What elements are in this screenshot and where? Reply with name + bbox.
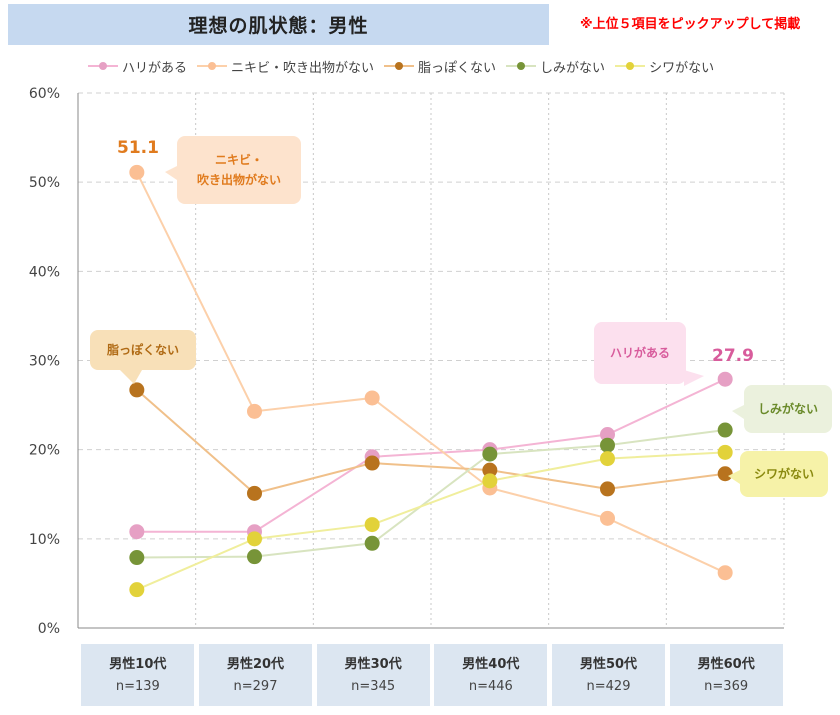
- series-line-2: [136, 389, 726, 495]
- legend-item: ニキビ・吹き出物がない: [197, 57, 374, 76]
- callout-label: しみがない: [732, 385, 832, 433]
- data-point-s1-1: [247, 403, 262, 419]
- sample-size: n=369: [704, 679, 749, 694]
- callout-pointer: [165, 166, 177, 180]
- chart-legend: ハリがある ニキビ・吹き出物がない 脂っぽくない しみがない シワがない: [88, 56, 714, 76]
- category-name: 男性30代: [344, 657, 402, 672]
- legend-marker-icon: [88, 62, 118, 70]
- data-point-s4-5: [717, 444, 733, 460]
- legend-marker-icon: [615, 62, 646, 70]
- data-point-s2-1: [247, 485, 262, 501]
- legend-dot-icon: [99, 62, 107, 70]
- callout-text: シワがない: [753, 466, 814, 481]
- callout-text: しみがない: [757, 401, 818, 416]
- legend-marker-icon: [197, 62, 228, 70]
- y-tick-label: 30%: [29, 354, 60, 370]
- y-tick-label: 0%: [38, 621, 60, 637]
- callout-text: ハリがある: [609, 345, 670, 360]
- category-label-box: 男性30代 n=345: [316, 644, 430, 706]
- legend-label: 脂っぽくない: [418, 60, 497, 76]
- legend-label: ハリがある: [122, 60, 188, 76]
- legend-item: シワがない: [615, 57, 714, 76]
- data-point-s0-0: [129, 524, 145, 540]
- callout-label: 脂っぽくない: [90, 330, 196, 384]
- chart-title-banner: 理想の肌状態：男性: [8, 4, 549, 45]
- data-point-s2-0: [129, 382, 145, 398]
- callout-pointer: [684, 370, 704, 386]
- y-tick-label: 50%: [29, 175, 60, 191]
- data-point-s4-2: [364, 517, 380, 533]
- legend-dot-icon: [626, 62, 635, 70]
- legend-dot-icon: [517, 62, 526, 70]
- legend-item: しみがない: [506, 57, 605, 76]
- y-tick-label: 40%: [29, 264, 60, 280]
- callout-text: 脂っぽくない: [106, 342, 179, 357]
- data-point-s2-3: [482, 462, 498, 478]
- legend-marker-icon: [506, 62, 537, 70]
- data-point-s3-1: [247, 549, 262, 565]
- series-line-4: [136, 451, 726, 591]
- category-name: 男性40代: [462, 657, 520, 672]
- category-name: 男性60代: [697, 657, 755, 672]
- category-label-box: 男性10代 n=139: [81, 644, 195, 706]
- callout-label: ニキビ・ 吹き出物がない: [165, 136, 301, 204]
- data-value-label: 51.1: [117, 138, 159, 158]
- series-line-0: [136, 378, 726, 533]
- y-tick-label: 20%: [29, 443, 60, 459]
- series-line-3: [136, 429, 726, 559]
- data-point-s1-0: [129, 164, 145, 180]
- footnote-top5: ※上位５項目をピックアップして掲載: [580, 17, 801, 32]
- data-point-s2-2: [364, 455, 380, 471]
- category-label-box: 男性20代 n=297: [199, 644, 312, 706]
- legend-marker-icon: [384, 62, 415, 70]
- callout-label: シワがない: [728, 451, 828, 497]
- sample-size: n=139: [115, 679, 160, 694]
- legend-label: シワがない: [649, 60, 715, 76]
- data-point-s0-4: [600, 427, 615, 443]
- data-point-s1-5: [717, 565, 733, 581]
- data-point-s4-3: [482, 473, 498, 489]
- data-point-s3-3: [482, 446, 498, 462]
- callout-text: ニキビ・ 吹き出物がない: [196, 152, 281, 187]
- legend-item: ハリがある: [88, 57, 187, 76]
- callout-label: ハリがある: [594, 322, 704, 386]
- data-point-s4-4: [600, 451, 615, 467]
- data-value-label: 27.9: [712, 346, 754, 366]
- data-point-s1-2: [364, 390, 380, 406]
- category-label-box: 男性40代 n=446: [434, 644, 548, 706]
- y-tick-label: 10%: [29, 532, 60, 548]
- category-label-box: 男性50代 n=429: [552, 644, 665, 706]
- category-label-box: 男性60代 n=369: [669, 644, 783, 706]
- category-name: 男性10代: [109, 657, 167, 672]
- data-point-s3-4: [600, 437, 615, 453]
- data-point-s3-0: [129, 550, 145, 566]
- series-line-1: [135, 171, 726, 574]
- callout-pointer: [732, 405, 744, 419]
- data-point-s0-5: [717, 371, 733, 387]
- category-name: 男性20代: [226, 657, 285, 672]
- data-point-s3-5: [717, 422, 733, 438]
- callout-pointer: [728, 470, 740, 484]
- y-tick-label: 60%: [29, 86, 60, 102]
- data-point-s2-4: [600, 481, 615, 497]
- sample-size: n=297: [233, 679, 278, 694]
- sample-size: n=345: [351, 679, 396, 694]
- legend-dot-icon: [208, 62, 217, 70]
- legend-label: しみがない: [540, 60, 606, 76]
- legend-dot-icon: [395, 62, 404, 70]
- data-point-s1-4: [600, 510, 615, 526]
- sample-size: n=429: [586, 679, 631, 694]
- legend-label: ニキビ・吹き出物がない: [231, 60, 375, 76]
- sample-size: n=446: [468, 679, 513, 694]
- callout-pointer: [120, 370, 142, 384]
- data-point-s3-2: [364, 535, 380, 551]
- chart-title: 理想の肌状態：男性: [188, 15, 369, 37]
- data-point-s4-1: [247, 531, 262, 547]
- legend-item: 脂っぽくない: [384, 57, 496, 76]
- data-point-s4-0: [129, 582, 145, 598]
- category-name: 男性50代: [579, 657, 638, 672]
